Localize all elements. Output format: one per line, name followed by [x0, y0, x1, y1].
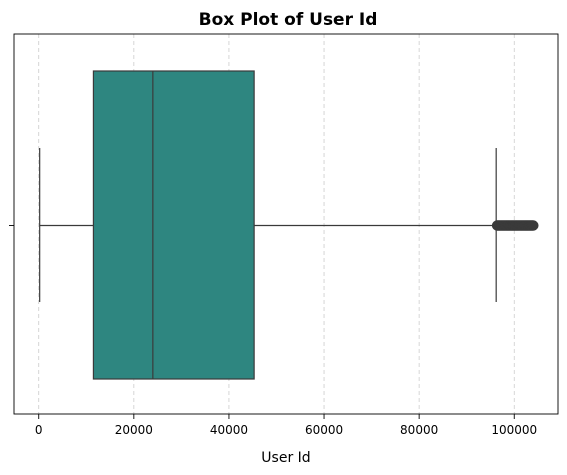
x-axis-ticks: 0 20000 40000 60000 80000 100000: [35, 414, 537, 437]
x-tick-label: 40000: [210, 423, 248, 437]
iqr-box: [92, 70, 255, 380]
plot-frame: [13, 33, 559, 415]
plot-area: [39, 70, 539, 380]
x-tick-label: 100000: [491, 423, 537, 437]
x-tick-label: 80000: [400, 423, 438, 437]
chart-title: Box Plot of User Id: [199, 10, 378, 30]
x-tick-label: 60000: [305, 423, 343, 437]
x-axis-label: User Id: [261, 450, 310, 466]
x-tick-label: 0: [35, 423, 43, 437]
outlier-point: [528, 220, 539, 231]
x-tick-label: 20000: [115, 423, 153, 437]
